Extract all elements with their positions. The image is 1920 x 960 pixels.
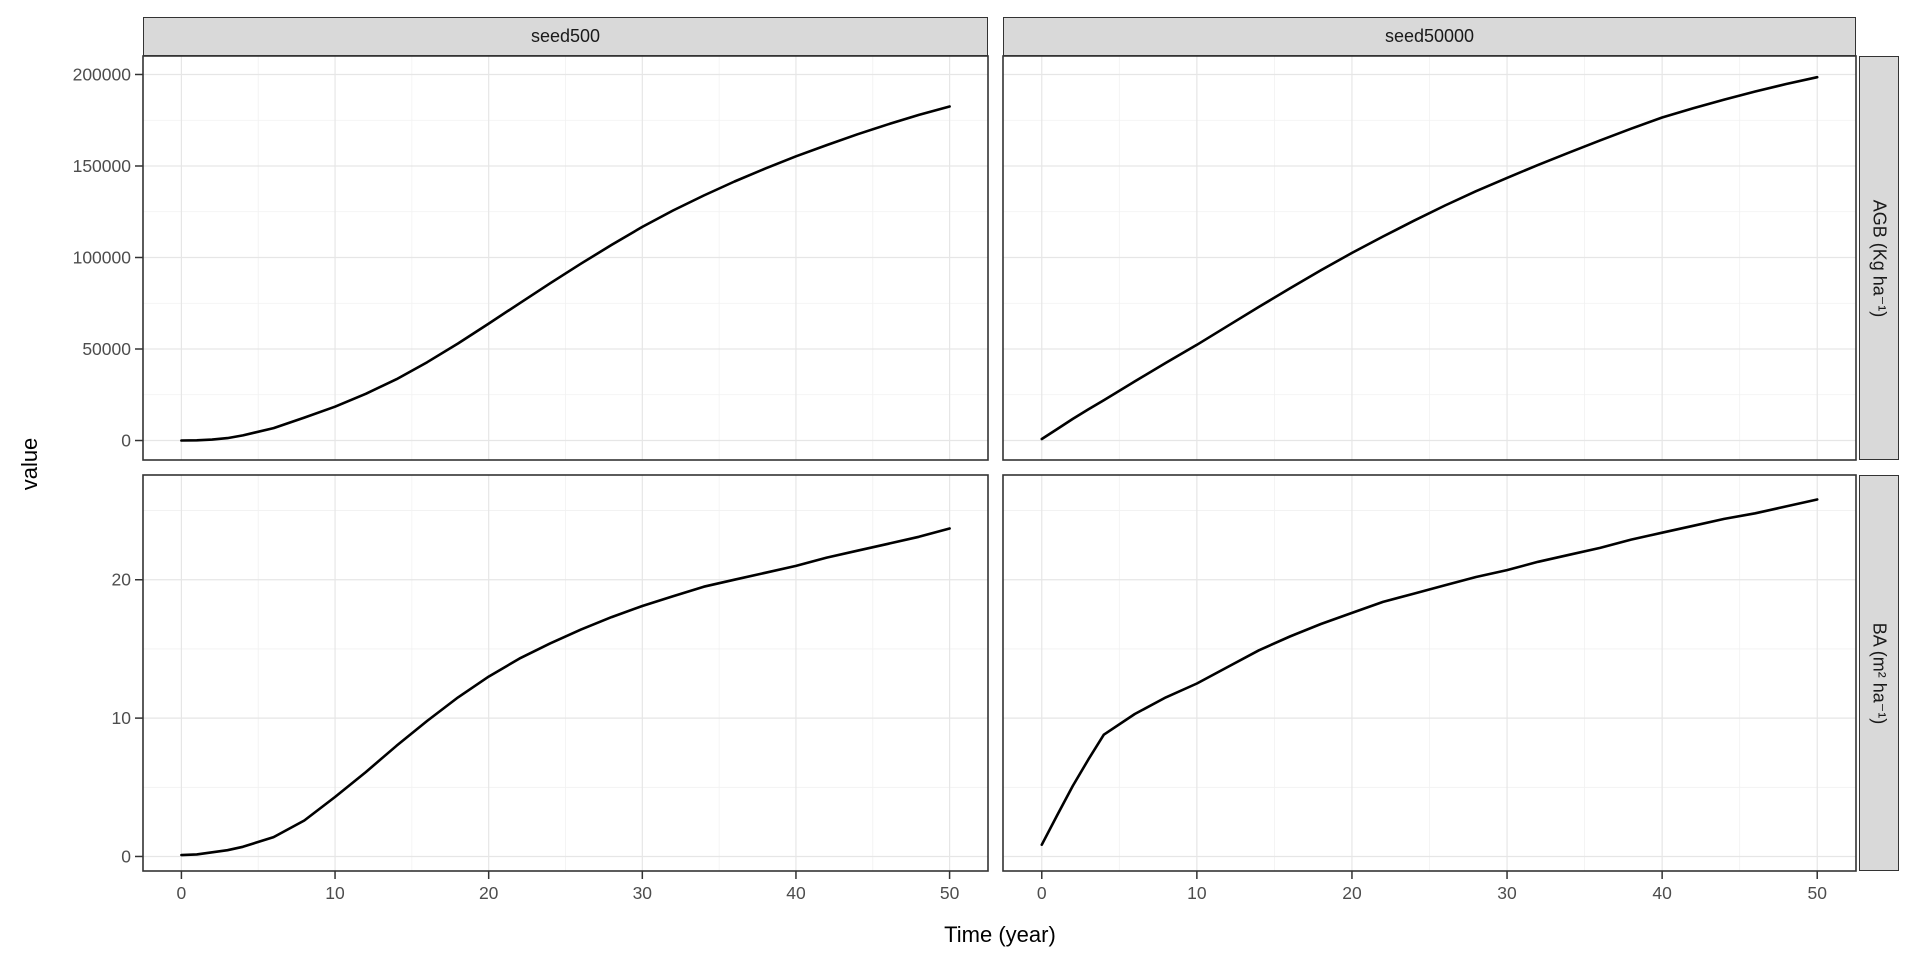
facet-strip-col-seed50000: seed50000 [1003,17,1856,56]
series-line-seed500 [180,527,951,857]
x-tick-label: 0 [1037,883,1047,903]
series-line-seed50000 [1040,75,1819,441]
x-tick-label: 40 [1652,883,1672,903]
x-tick-label: 10 [1187,883,1207,903]
facet-strip-label: AGB (Kg ha⁻¹) [1869,199,1890,317]
x-axis-title: Time (year) [944,922,1056,947]
x-tick-label: 30 [633,883,653,903]
x-tick-label: 50 [1807,883,1827,903]
x-tick-label: 20 [479,883,499,903]
facet-strip-row-agb: AGB (Kg ha⁻¹) [1859,56,1899,460]
panel-AGB (Kg ha⁻¹)-seed50000 [1002,55,1857,461]
y-tick-label: 200000 [73,64,132,84]
facet-strip-label: seed50000 [1384,26,1475,46]
panel-BA (m² ha⁻¹)-seed50000: 0 10 20 30 40 50 [1002,474,1857,903]
panel-border [1002,474,1857,872]
facet-strip-row-ba: BA (m² ha⁻¹) [1859,475,1899,871]
y-tick-label: 10 [112,708,132,728]
y-tick-label: 0 [121,431,131,451]
x-tick-label: 20 [1342,883,1362,903]
panel-BA (m² ha⁻¹)-seed500: 0 10 20 30 40 50 0 10 20 [112,474,989,903]
series-line-seed500 [180,105,951,442]
y-tick-label: 150000 [73,156,132,176]
x-tick-label: 50 [940,883,960,903]
x-tick-label: 10 [325,883,345,903]
panel-border [1002,55,1857,461]
y-tick-label: 50000 [82,339,131,359]
y-tick-label: 0 [121,846,131,866]
x-tick-label: 0 [177,883,187,903]
series-line-seed50000 [1040,498,1819,846]
panel-AGB (Kg ha⁻¹)-seed500: 0 50000 100000 150000 200000 [73,55,989,461]
y-axis-title: value [17,437,42,491]
facet-strip-label: BA (m² ha⁻¹) [1869,622,1890,724]
panel-border [142,474,989,872]
y-tick-label: 20 [112,570,132,590]
x-tick-label: 40 [786,883,806,903]
facet-strip-label: seed500 [530,26,601,46]
facet-strip-col-seed500: seed500 [143,17,988,56]
x-tick-label: 30 [1497,883,1517,903]
y-tick-label: 100000 [73,247,132,267]
